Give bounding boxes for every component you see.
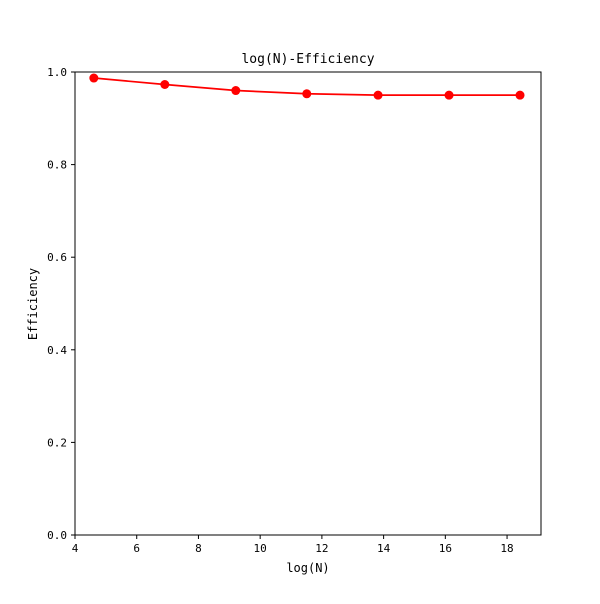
y-tick-label: 0.2 [47, 436, 67, 449]
x-tick-label: 12 [315, 542, 328, 555]
data-point [302, 89, 312, 99]
data-point [160, 80, 170, 90]
x-tick-label: 16 [439, 542, 452, 555]
data-point [231, 86, 241, 96]
x-tick-label: 6 [133, 542, 140, 555]
y-tick-label: 0.6 [47, 251, 67, 264]
x-tick-label: 4 [72, 542, 79, 555]
series-layer [89, 73, 525, 100]
y-axis-ticks: 0.0 0.2 0.4 0.6 0.8 1.0 [47, 66, 75, 542]
chart-title: log(N)-Efficiency [241, 52, 374, 67]
y-tick-label: 0.0 [47, 529, 67, 542]
x-axis-ticks: 4 6 8 10 12 14 16 18 [72, 535, 514, 555]
y-tick-label: 0.8 [47, 159, 67, 172]
data-point [89, 73, 99, 83]
y-axis-label: Efficiency [26, 268, 40, 340]
x-tick-label: 8 [195, 542, 202, 555]
data-point [373, 90, 383, 100]
x-tick-label: 18 [500, 542, 513, 555]
x-tick-label: 10 [254, 542, 267, 555]
data-point [515, 90, 525, 100]
y-tick-label: 1.0 [47, 66, 67, 79]
y-tick-label: 0.4 [47, 344, 67, 357]
x-axis-label: log(N) [286, 561, 329, 575]
data-point [444, 90, 454, 100]
x-tick-label: 14 [377, 542, 391, 555]
plot-frame [74, 71, 542, 536]
